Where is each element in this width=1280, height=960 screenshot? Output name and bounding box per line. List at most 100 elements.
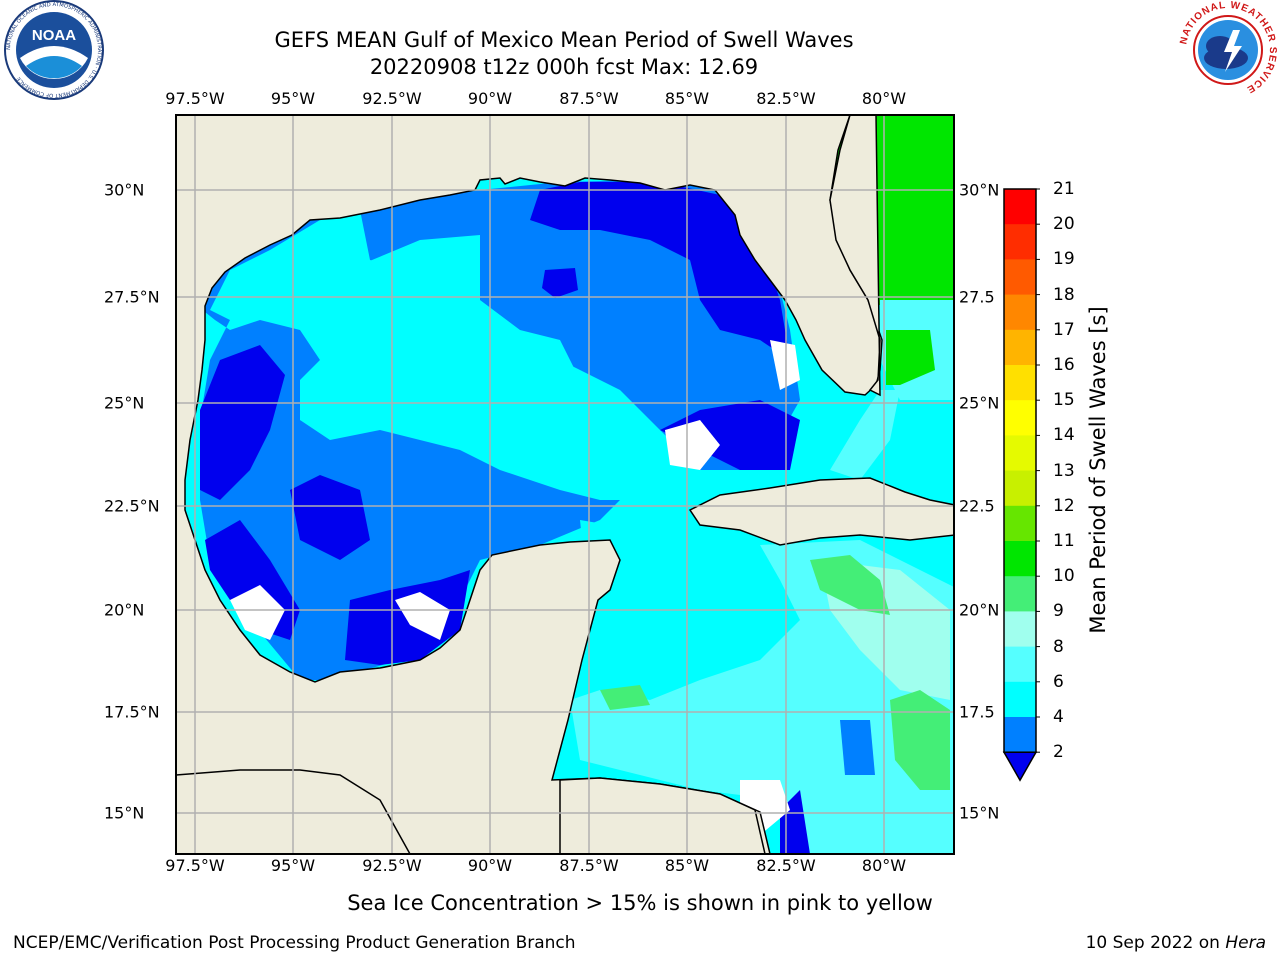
lon-tick-label: 92.5°W bbox=[362, 89, 422, 108]
gridlines bbox=[176, 115, 954, 854]
lat-tick-label: 15°N bbox=[104, 803, 145, 823]
land-central-america bbox=[559, 777, 766, 854]
colorbar-tick-label: 18 bbox=[1053, 284, 1075, 305]
colorbar-tick-label: 16 bbox=[1053, 355, 1075, 375]
gulf-swell-2-4 bbox=[190, 180, 800, 680]
lat-tick-label: 20°N bbox=[104, 600, 145, 620]
noaa-logo: NOAA NATIONAL OCEANIC AND ATMOSPHERIC AD… bbox=[4, 0, 104, 100]
lon-tick-label: 95°W bbox=[270, 89, 316, 108]
colorbar-tick-label: 4 bbox=[1053, 707, 1064, 727]
lat-tick-label: 25°N bbox=[959, 393, 1000, 413]
gulf-swell-lt2-mid bbox=[290, 475, 370, 560]
gulf-swell-lt2-west bbox=[200, 345, 285, 500]
lat-tick-label: 20°N bbox=[959, 600, 1000, 620]
footer-date: 10 Sep 2022 on Hera bbox=[1085, 933, 1266, 953]
colorbar-bin bbox=[1004, 259, 1036, 296]
atlantic-swell-10-11-b bbox=[886, 330, 935, 385]
colorbar-tick-label: 19 bbox=[1053, 249, 1075, 270]
map-frame bbox=[175, 114, 955, 855]
lon-tick-label: 90°W bbox=[467, 89, 513, 108]
lat-tick-label: 27.5 bbox=[959, 287, 995, 307]
caribbean-swell-9-10 bbox=[810, 555, 890, 615]
gulf-swell-lt2-sw bbox=[205, 520, 300, 640]
colorbar-bin bbox=[1004, 611, 1036, 648]
gulf-swell-lt2-south bbox=[345, 570, 470, 665]
colorbar-bin bbox=[1004, 189, 1036, 225]
caribbean-swell-9-10-b bbox=[890, 690, 950, 790]
colorbar-tick-label: 14 bbox=[1053, 425, 1075, 446]
gulf-swell-4-6-north bbox=[300, 235, 680, 500]
caribbean-swell-8-9 bbox=[820, 560, 950, 700]
lon-tick-label: 90°W bbox=[467, 856, 513, 875]
colorbar-tick-label: 17 bbox=[1053, 319, 1075, 340]
lat-tick-label: 25°N bbox=[104, 393, 145, 413]
gulf-swell-lt2-se bbox=[660, 400, 800, 470]
sea-ice-note: Sea Ice Concentration > 15% is shown in … bbox=[347, 891, 933, 915]
atlantic-swell-10-11 bbox=[836, 115, 954, 305]
chart-subtitle: 20220908 t12z 000h fcst Max: 12.69 bbox=[369, 55, 759, 79]
colorbar-bin bbox=[1004, 681, 1036, 718]
colorbar-tick-label: 10 bbox=[1053, 566, 1075, 587]
colorbar-extend-triangle bbox=[1002, 751, 1038, 782]
land-florida bbox=[829, 115, 881, 397]
colorbar-tick-label: 9 bbox=[1053, 601, 1064, 622]
caribbean-swell-2-4 bbox=[840, 720, 875, 775]
svg-text:NOAA: NOAA bbox=[32, 27, 76, 44]
caribbean-swell-9-10-c bbox=[600, 685, 650, 710]
lon-tick-label: 87.5°W bbox=[559, 856, 619, 875]
gulf-swell-lt2-spot bbox=[542, 268, 578, 298]
colorbar-bin bbox=[1004, 224, 1036, 260]
lat-tick-label: 17.5°N bbox=[104, 702, 160, 722]
pacific-swell-10-11 bbox=[176, 770, 420, 854]
nws-logo: NATIONAL WEATHER SERVICE bbox=[1178, 0, 1277, 98]
pacific-swell-11-12 bbox=[176, 785, 300, 815]
footer-org: NCEP/EMC/Verification Post Processing Pr… bbox=[13, 933, 576, 953]
colorbar-bin bbox=[1004, 365, 1036, 401]
colorbar-label: Mean Period of Swell Waves [s] bbox=[1086, 306, 1110, 634]
lon-tick-label: 97.5°W bbox=[165, 89, 225, 108]
colorbar-bin bbox=[1004, 294, 1036, 331]
colorbar-bin bbox=[1004, 400, 1036, 436]
lon-tick-label: 95°W bbox=[270, 856, 316, 875]
colorbar-bin bbox=[1004, 435, 1036, 472]
colorbar-bin bbox=[1004, 576, 1036, 612]
lon-tick-label: 87.5°W bbox=[559, 89, 619, 108]
colorbar-bin bbox=[1004, 329, 1036, 366]
ocean-fill bbox=[176, 115, 954, 854]
colorbar-bin bbox=[1004, 505, 1036, 542]
colorbar bbox=[1002, 188, 1040, 782]
lat-tick-label: 17.5 bbox=[959, 702, 995, 722]
colorbar-tick-label: 8 bbox=[1053, 636, 1064, 657]
chart-title: GEFS MEAN Gulf of Mexico Mean Period of … bbox=[274, 28, 854, 52]
colorbar-tick-label: 20 bbox=[1053, 214, 1075, 235]
lat-tick-label: 22.5 bbox=[959, 496, 995, 516]
land-cuba bbox=[688, 477, 954, 546]
lat-tick-label: 27.5°N bbox=[104, 287, 160, 307]
colorbar-bin bbox=[1004, 470, 1036, 507]
atlantic-swell-6-8 bbox=[880, 300, 954, 400]
colorbar-bin bbox=[1004, 646, 1036, 683]
lon-tick-label: 85°W bbox=[664, 856, 710, 875]
colorbar-tick-label: 15 bbox=[1053, 390, 1075, 411]
lon-tick-label: 80°W bbox=[861, 856, 907, 875]
colorbar-tick-label: 2 bbox=[1053, 742, 1064, 763]
land-north-america bbox=[176, 115, 883, 854]
lat-tick-label: 30°N bbox=[104, 180, 145, 200]
nodata-patch-5 bbox=[770, 340, 800, 390]
pacific-swell-12-13 bbox=[190, 810, 270, 852]
nodata-patch-4 bbox=[740, 780, 790, 835]
lat-tick-label: 30°N bbox=[959, 180, 1000, 200]
colorbar-bin bbox=[1004, 717, 1036, 753]
colorbar-tick-label: 6 bbox=[1053, 671, 1064, 692]
lon-tick-label: 97.5°W bbox=[165, 856, 225, 875]
colorbar-bin bbox=[1004, 541, 1036, 577]
caribbean-swell-4-6 bbox=[560, 520, 954, 854]
lat-tick-label: 22.5°N bbox=[104, 496, 160, 516]
lon-tick-label: 85°W bbox=[664, 89, 710, 108]
keys-swell-6-8 bbox=[830, 390, 900, 480]
colorbar-tick-label: 21 bbox=[1053, 179, 1075, 199]
lon-tick-label: 80°W bbox=[861, 89, 907, 108]
colorbar-tick-label: 12 bbox=[1053, 495, 1075, 516]
lon-tick-label: 92.5°W bbox=[362, 856, 422, 875]
nodata-patch-3 bbox=[665, 420, 720, 470]
